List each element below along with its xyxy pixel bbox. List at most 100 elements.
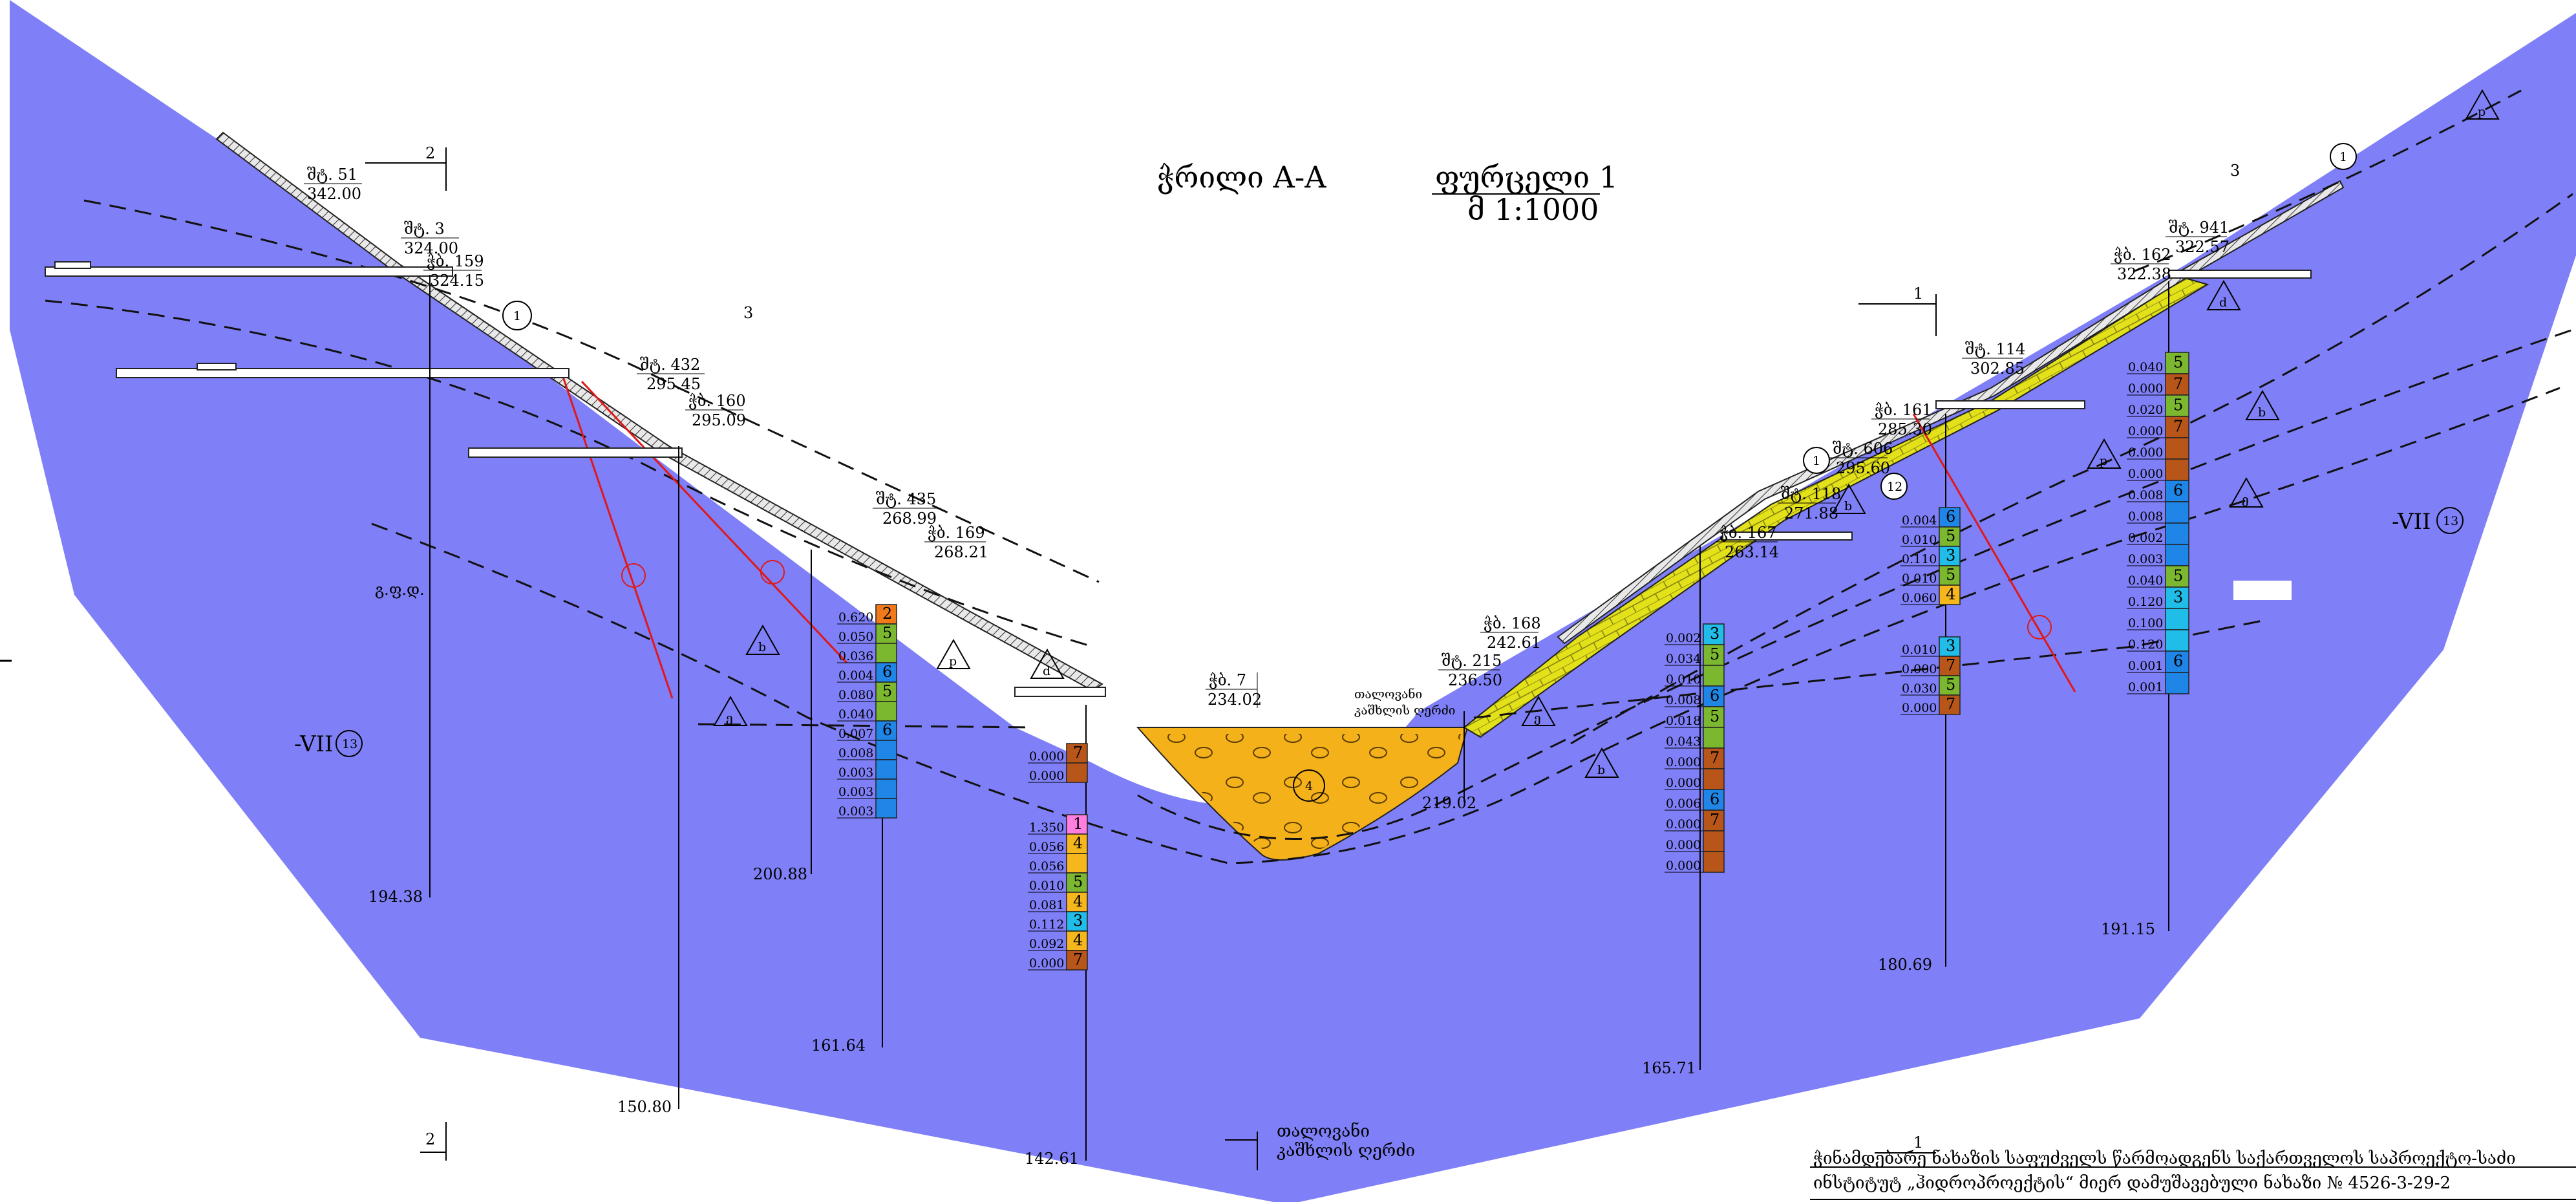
adits <box>45 261 2312 697</box>
strata-cell-value: 0.000 <box>1666 859 1701 873</box>
shift-code-num-left: 3 <box>743 304 753 322</box>
strata-cell <box>1066 892 1088 912</box>
station-st3-name: შტ. 3 <box>404 220 445 238</box>
strata-columns: 2 0.620 5 0.050 0.036 6 0.004 5 0.080 0.040 6 0.007… <box>837 352 2189 971</box>
strata-cell-value: 0.000 <box>1666 817 1701 832</box>
strata-cell-value: 0.000 <box>1666 755 1701 769</box>
strata-cell <box>1066 930 1088 951</box>
strata-cell-number: 5 <box>1946 566 1955 584</box>
strata-cell-value: 0.081 <box>1029 898 1064 912</box>
strata-cell-value: 0.002 <box>2128 531 2163 545</box>
strata-cell <box>2165 522 2189 545</box>
strata-cell-value: 0.036 <box>838 649 873 663</box>
section-marker-bottom-left: 2 <box>425 1130 435 1148</box>
footer-line-2: ინსტიტუტ „ჰიდროპროექტის“ მიერ დამუშავებუ… <box>1813 1174 2451 1193</box>
station-st114-name: შტ. 114 <box>1965 340 2025 358</box>
depth-label-4: 161.64 <box>811 1036 866 1055</box>
strata-cell-value: 0.120 <box>2128 595 2163 609</box>
strata-cell <box>875 778 897 799</box>
strata-cell <box>2165 501 2189 524</box>
strata-cell-number: 6 <box>2173 482 2183 500</box>
strata-cell-value: 0.000 <box>1666 838 1701 852</box>
strata-cell-number: 4 <box>1073 834 1083 852</box>
strata-cell-value: 0.000 <box>1902 662 1937 676</box>
strata-cell <box>2165 458 2189 481</box>
strata-cell <box>1066 743 1088 764</box>
depth-label-3: 200.88 <box>753 865 807 883</box>
strata-cell-number: 7 <box>1073 744 1083 762</box>
strata-cell-value: 0.003 <box>838 804 873 819</box>
section-title: ჭრილი A-A <box>1157 160 1326 195</box>
strata-cell-value: 0.001 <box>2128 659 2163 673</box>
strata-cell-value: 0.001 <box>2128 680 2163 694</box>
station-st432-name: შტ. 432 <box>640 356 700 374</box>
strata-cell-value: 0.043 <box>1666 735 1701 749</box>
strata-cell-value: 0.000 <box>1666 776 1701 790</box>
strata-cell-value: 0.006 <box>1666 797 1701 811</box>
station-bh167-elev: 263.14 <box>1725 543 1779 561</box>
strata-cell <box>2165 544 2189 566</box>
strata-cell-number: 5 <box>1946 676 1955 694</box>
strata-cell-number: 5 <box>2173 396 2183 414</box>
strata-cell-value: 0.040 <box>838 707 873 722</box>
fault-lines <box>561 374 2076 699</box>
strata-cell-value: 0.040 <box>2128 574 2163 588</box>
strata-cell-number: 7 <box>1710 749 1719 767</box>
strata-cell <box>875 798 897 819</box>
strata-cell-number: 5 <box>1946 527 1955 545</box>
strata-cell <box>1703 644 1725 666</box>
strata-cell-number: 7 <box>1073 950 1083 969</box>
station-bh161-name: ჭბ. 161 <box>1875 401 1932 419</box>
depth-label-5: 142.61 <box>1025 1150 1079 1168</box>
station-bh169-elev: 268.21 <box>934 543 988 561</box>
strata-cell-number: 7 <box>1946 695 1955 713</box>
strata-cell-value: 0.060 <box>1902 591 1937 605</box>
strata-cell-value: 0.010 <box>1902 643 1937 657</box>
strata-cell <box>1066 853 1088 874</box>
strata-cell-value: 0.110 <box>1902 552 1937 566</box>
station-bh162-name: ჭბ. 162 <box>2114 246 2171 264</box>
strata-cell <box>875 701 897 722</box>
strata-cell-value: 0.010 <box>1666 672 1701 687</box>
station-st3-elev: 324.00 <box>404 239 458 257</box>
station-st51-name: შტ. 51 <box>307 166 357 184</box>
svg-text:b: b <box>2258 405 2266 420</box>
strata-cell <box>875 604 897 625</box>
depth-label-2: 150.80 <box>617 1098 672 1116</box>
strata-cell <box>1939 636 1961 657</box>
depth-label-8: 180.69 <box>1878 956 1932 974</box>
strata-cell-number: 5 <box>2173 567 2183 585</box>
strata-cell-value: 0.008 <box>2128 488 2163 502</box>
strata-cell-value: 0.008 <box>838 746 873 760</box>
strata-cell-number: 3 <box>1710 625 1719 643</box>
station-st435-name: შტ. 435 <box>876 490 936 508</box>
svg-text:p: p <box>2100 454 2107 468</box>
depth-label-9: 191.15 <box>2101 920 2155 938</box>
strata-cell-number: 5 <box>882 624 892 642</box>
strata-cell <box>1703 810 1725 832</box>
strata-cell-value: 0.010 <box>1902 533 1937 547</box>
strata-cell-number: 5 <box>1073 873 1083 891</box>
strata-cell-value: 0.018 <box>1666 714 1701 728</box>
strata-cell <box>1939 507 1961 528</box>
strata-cell <box>1703 830 1725 852</box>
section-markers <box>365 147 1937 1170</box>
strata-cell-number: 4 <box>1946 585 1955 603</box>
strata-cell <box>2165 650 2189 673</box>
strata-cell-value: 0.000 <box>1029 749 1064 764</box>
strata-cell-value: 0.008 <box>1666 693 1701 707</box>
strata-cell-number: 7 <box>1710 811 1719 829</box>
circle-mark-1-mid: 1 <box>1813 454 1820 468</box>
strata-cell-number: 3 <box>1946 546 1955 564</box>
svg-text:p: p <box>2478 105 2486 119</box>
svg-text:ე: ე <box>2242 493 2249 507</box>
sheet-label: ფურცელი 1 <box>1435 160 1618 195</box>
strata-cell-value: 0.010 <box>1029 879 1064 893</box>
strata-cell <box>1939 585 1961 605</box>
svg-text:ე: ე <box>1534 711 1541 725</box>
strata-cell <box>1066 814 1088 835</box>
right-surface-band <box>1557 180 2345 645</box>
strata-cell-value: 0.000 <box>2128 424 2163 438</box>
circle-mark-1-right: 1 <box>2339 150 2347 164</box>
strata-cell-number: 5 <box>1710 645 1719 663</box>
